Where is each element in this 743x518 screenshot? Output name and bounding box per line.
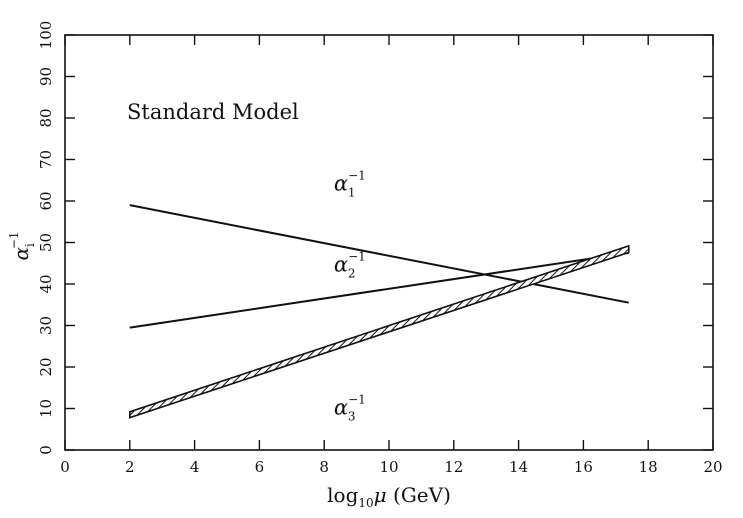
x-tick-label-7: 14 [509,458,528,476]
y-tick-label-6: 60 [37,191,55,210]
y-axis-label-base: α [9,247,33,261]
y-tick-label-2: 20 [37,357,55,376]
y-tick-label-1: 10 [37,399,55,418]
axis-ticks: 0 2 4 6 8 10 12 14 16 18 20 0 10 20 30 40 50 60 70 80 90 100 [37,21,723,476]
y-tick-label-3: 30 [37,316,55,335]
y-tick-label-10: 100 [37,21,55,50]
y-tick-label-0: 0 [37,445,55,455]
y-tick-label-5: 50 [37,233,55,252]
y-tick-label-9: 90 [37,67,55,86]
series-1-line [129,204,629,304]
series-2-line [129,251,629,329]
y-axis-label-sup: −1 [7,231,21,249]
series-2-label: α−1 2 [334,250,366,281]
x-tick-label-3: 6 [255,458,265,476]
plot-frame [64,34,714,451]
x-tick-label-10: 20 [703,458,722,476]
y-tick-label-8: 80 [37,108,55,127]
x-tick-label-2: 4 [190,458,200,476]
x-tick-label-4: 8 [319,458,329,476]
x-axis-label-unit: (GeV) [387,483,451,507]
curves: α−1 1 α−1 2 α−1 3 [129,169,630,424]
x-axis-label-sub: 10 [358,496,373,510]
y-tick-label-4: 40 [37,274,55,293]
x-tick-label-6: 12 [444,458,463,476]
chart-title: Standard Model [127,100,299,124]
x-axis-label: log10μ (GeV) [327,483,451,510]
x-axis-label-main: log [327,483,358,507]
x-tick-label-0: 0 [60,458,70,476]
x-tick-label-5: 10 [379,458,398,476]
x-tick-label-1: 2 [125,458,135,476]
y-tick-label-7: 70 [37,150,55,169]
series-3-band [129,244,630,419]
x-tick-label-9: 18 [639,458,658,476]
series-3-label: α−1 3 [334,393,366,424]
x-axis-label-var: μ [374,483,387,507]
series-1-label: α−1 1 [334,169,366,200]
y-axis-label-sub: i [23,243,37,247]
x-tick-label-8: 16 [574,458,593,476]
y-axis-label: αi−1 [7,231,37,260]
svg-text:αi−1: αi−1 [7,231,37,260]
